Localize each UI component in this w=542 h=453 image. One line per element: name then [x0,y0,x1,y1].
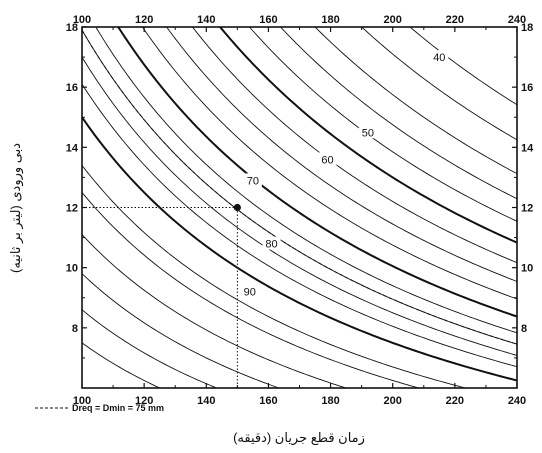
x-tick-label-bottom: 180 [321,395,339,407]
contour-line [360,27,517,141]
contour-line [82,116,517,382]
x-tick-label-top: 220 [446,14,464,26]
contour-line [82,234,348,388]
curve-label-backing [430,50,449,64]
y-tick-label-left: 8 [72,323,78,335]
legend: Dreq = Dmin = 75 mm [35,403,164,413]
contour-line [82,342,161,388]
axes-frame [81,26,518,389]
y-tick-label-right: 18 [521,22,533,34]
dashed-series-line [82,29,517,345]
x-tick-label-bottom: 120 [135,395,153,407]
x-tick-label-top: 100 [73,14,91,26]
plot-frame [81,26,518,389]
x-tick-label-bottom: 240 [508,395,526,407]
y-tick-label-left: 12 [66,203,78,215]
y-tick-label-right: 8 [521,323,527,335]
contour-line [82,273,281,388]
y-tick-label-left: 14 [66,142,79,154]
curve-label: 40 [433,52,445,64]
x-tick-label-top: 140 [197,14,215,26]
marked-point [233,203,241,212]
x-tick-label-bottom: 140 [197,395,215,407]
x-tick-label-top: 180 [321,14,339,26]
y-tick-label-right: 10 [521,263,533,275]
x-tick-label-bottom: 200 [384,395,402,407]
curve-label-backing [358,125,377,139]
y-tick-label-right: 12 [521,203,533,215]
contour-line [279,27,517,200]
contour-line [191,27,517,264]
curve-label-backing [318,152,337,166]
curve-label: 50 [362,127,374,139]
y-tick-label-left: 18 [66,22,78,34]
y-axis-title: دبی ورودی (لیتر بر ثانیه) [8,143,24,273]
y-tick-label-right: 16 [521,82,533,94]
curve-label: 80 [265,239,277,251]
y-tick-label-right: 14 [521,142,534,154]
contour-line [82,83,517,368]
contour-line [82,29,517,345]
curve-label: 70 [247,175,259,187]
curve-label-backing [243,173,262,187]
contour-line [141,27,517,300]
contour-line [82,56,517,356]
tick-marks [81,26,518,388]
contour-line [95,27,517,334]
contour-line [218,27,517,244]
curve-label-backing [262,236,281,250]
contour-line [117,27,517,318]
x-tick-label-top: 200 [384,14,402,26]
x-tick-label-top: 240 [508,14,526,26]
x-tick-label-bottom: 220 [446,395,464,407]
tick-labels: 100 100 120 120 140 140 160 160 180 180 200 200 220 2… [66,14,534,407]
x-tick-label-top: 120 [135,14,153,26]
x-tick-label-bottom: 100 [73,395,91,407]
curve-labels: 90 80 70 60 50 40 [240,50,449,299]
contour-line [82,309,218,388]
dashed-curve-group [82,29,517,345]
curve-label: 90 [244,287,256,299]
contour-line [314,27,517,175]
x-axis-title: زمان قطع جریان (دقیقه) [233,430,365,446]
curve-label-backing [240,284,259,298]
y-tick-label-left: 10 [66,263,78,275]
curve-label: 60 [321,154,333,166]
contour-line [82,165,468,388]
contour-line [166,27,517,282]
contour-curves [82,27,517,388]
reference-lines [82,207,238,388]
marked-point-group [233,203,241,212]
y-tick-label-left: 16 [66,82,78,94]
x-tick-label-bottom: 160 [259,395,277,407]
contour-line [248,27,517,222]
contour-line [82,192,421,388]
legend-label: Dreq = Dmin = 75 mm [72,403,164,413]
x-tick-label-top: 160 [259,14,277,26]
